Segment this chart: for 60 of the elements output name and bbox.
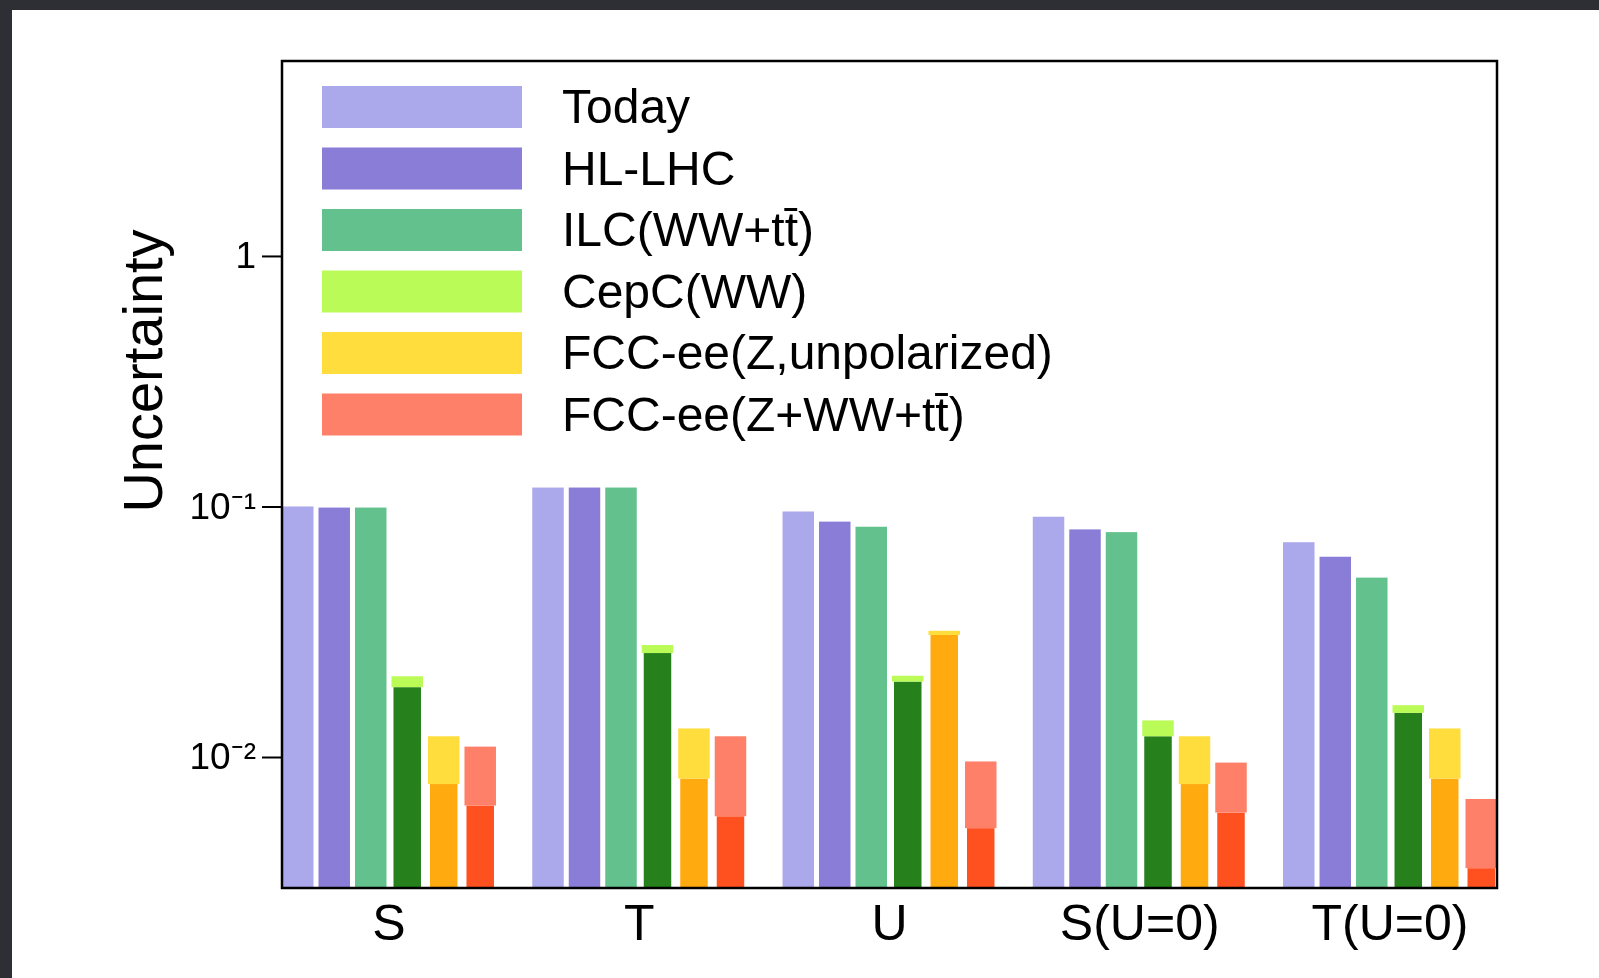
bar [568,487,601,888]
bar [643,653,672,888]
bar [930,634,958,888]
legend-label: FCC-ee(Z+WW+tt̄) [562,387,965,441]
bar [855,526,887,888]
bar [1392,705,1425,713]
bar [464,746,496,806]
y-axis-title: Uncertainty [111,229,174,513]
legend-label: FCC-ee(Z,unpolarized) [562,326,1053,379]
bar [714,736,747,817]
bar [1178,736,1211,785]
bar [782,511,815,888]
bar [605,487,637,888]
bar [1217,812,1245,888]
bar [1356,577,1388,888]
bar [1142,720,1174,737]
bar [678,728,710,779]
bar [1105,532,1138,888]
bar [1283,542,1315,888]
bar [282,506,314,888]
bar [1069,529,1101,888]
legend-label: HL-LHC [562,141,736,195]
bar [819,521,851,888]
bar [393,687,421,888]
bar [318,507,350,888]
bar [532,487,564,888]
x-tick-label: S [372,895,406,951]
y-tick-label: 10⁻¹ [189,485,256,527]
bar [894,681,922,888]
bar [1180,784,1209,888]
bar [1429,728,1461,779]
bar [1431,778,1459,888]
bar [1467,868,1496,888]
legend-label: Today [562,80,691,133]
bar [1465,798,1497,869]
x-tick-label: T [623,895,655,951]
bar [964,761,997,829]
bar [1215,762,1247,813]
bar [1144,736,1172,888]
bar [680,778,708,888]
y-tick-label: 1 [235,235,256,277]
x-tick-label: T(U=0) [1311,895,1469,951]
bar [1032,516,1065,888]
bar [892,675,924,682]
x-tick-label: S(U=0) [1059,895,1220,951]
bar [391,676,423,688]
bar [354,507,387,888]
bar [1319,556,1352,888]
bar [466,805,494,888]
bar [429,784,458,888]
bar [928,630,960,635]
bar [1394,712,1423,888]
bar [966,828,995,888]
legend-label: CepC(WW) [562,264,808,318]
bar [641,644,674,654]
bar [427,736,460,785]
y-tick-label: 10⁻² [189,736,256,778]
x-tick-label: U [871,895,908,951]
bar [716,816,745,888]
legend-label: ILC(WW+tt̄) [562,203,814,256]
